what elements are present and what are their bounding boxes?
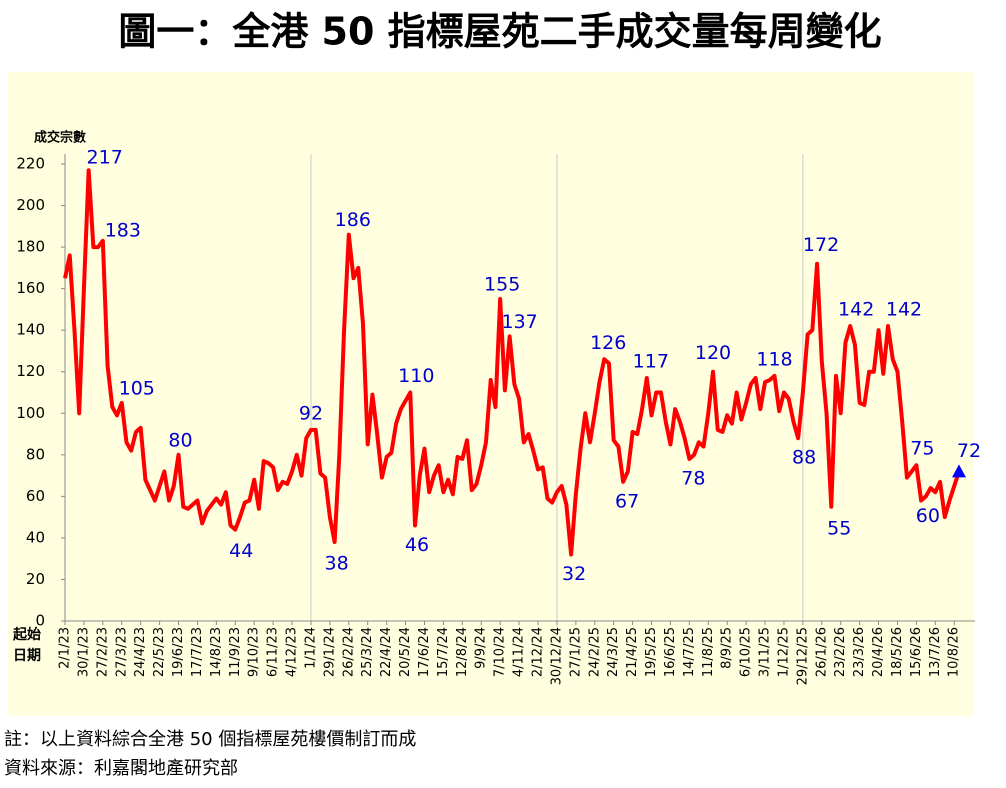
x-tick-label: 30/1/23 — [76, 627, 91, 677]
y-axis-title: 成交宗數 — [34, 130, 86, 146]
y-tick-label: 140 — [16, 321, 45, 339]
x-tick-label: 4/12/23 — [285, 627, 300, 677]
data-label: 38 — [325, 553, 349, 575]
x-tick-label: 4/11/24 — [512, 627, 527, 677]
x-tick-label: 22/4/24 — [379, 627, 394, 677]
x-tick-label: 16/6/25 — [663, 627, 678, 677]
x-tick-label: 3/11/25 — [758, 627, 773, 677]
x-tick-label: 13/7/26 — [928, 627, 943, 677]
x-tick-label: 27/2/23 — [95, 627, 110, 677]
x-tick-label: 11/8/25 — [701, 627, 716, 677]
x-tick-label: 9/10/23 — [247, 627, 262, 677]
x-tick-label: 6/11/23 — [266, 627, 281, 677]
data-label: 217 — [87, 147, 123, 169]
y-tick-label: 200 — [16, 196, 45, 214]
x-tick-label: 20/4/26 — [871, 627, 886, 677]
data-label: 105 — [119, 377, 155, 399]
x-tick-label: 8/9/25 — [720, 627, 735, 669]
y-tick-label: 220 — [16, 155, 45, 173]
x-tick-label: 19/5/25 — [644, 627, 659, 677]
x-tick-label: 24/4/23 — [133, 627, 148, 677]
data-label: 60 — [916, 505, 940, 527]
data-label: 78 — [681, 467, 705, 489]
x-tick-label: 29/12/25 — [795, 627, 810, 685]
data-label: 172 — [803, 234, 839, 256]
footnote: 資料來源：利嘉閣地產研究部 — [4, 758, 238, 779]
y-tick-label: 20 — [26, 570, 45, 588]
data-label: 117 — [633, 350, 669, 372]
x-tick-label: 15/6/26 — [909, 627, 924, 677]
end-marker — [951, 464, 966, 478]
data-label: 186 — [335, 209, 371, 231]
x-tick-label: 30/12/24 — [549, 627, 564, 685]
x-tick-label: 27/1/25 — [568, 627, 583, 677]
y-tick-label: 80 — [26, 445, 45, 463]
data-label: 155 — [484, 274, 520, 296]
y-tick-label: 120 — [16, 362, 45, 380]
data-label: 92 — [299, 402, 323, 424]
data-label: 72 — [957, 440, 981, 462]
y-tick-label: 0 — [35, 612, 45, 630]
x-tick-label: 15/7/24 — [436, 627, 451, 677]
data-label: 88 — [792, 447, 816, 469]
x-tick-label: 14/8/23 — [209, 627, 224, 677]
x-tick-label: 14/7/25 — [682, 627, 697, 677]
x-tick-label: 17/6/24 — [417, 627, 432, 677]
x-tick-label: 18/5/26 — [890, 627, 905, 677]
x-tick-label: 2/1/23 — [58, 627, 73, 669]
x-tick-label: 12/8/24 — [455, 627, 470, 677]
data-label: 142 — [838, 299, 874, 321]
data-label: 118 — [756, 348, 792, 370]
x-tick-label: 9/9/24 — [474, 627, 489, 669]
x-tick-label: 1/1/24 — [303, 627, 318, 669]
x-tick-label: 10/8/26 — [947, 627, 962, 677]
x-tick-label: 2/12/24 — [531, 627, 546, 677]
x-tick-label: 7/10/24 — [493, 627, 508, 677]
x-tick-label: 1/12/25 — [776, 627, 791, 677]
data-label: 32 — [562, 563, 586, 585]
data-label: 44 — [229, 540, 253, 562]
y-tick-label: 40 — [26, 528, 45, 546]
chart-title: 圖一：全港 50 指標屋苑二手成交量每周變化 — [118, 10, 881, 54]
data-label: 75 — [910, 438, 934, 460]
x-tick-label: 27/3/23 — [114, 627, 129, 677]
y-tick-label: 100 — [16, 404, 45, 422]
data-label: 110 — [398, 365, 434, 387]
x-tick-label: 6/10/25 — [739, 627, 754, 677]
x-tick-label: 19/6/23 — [171, 627, 186, 677]
data-label: 80 — [168, 429, 192, 451]
footnote: 註：以上資料綜合全港 50 個指標屋苑樓價制訂而成 — [4, 729, 416, 750]
x-tick-label: 26/2/24 — [341, 627, 356, 677]
data-label: 183 — [105, 219, 141, 241]
y-tick-label: 160 — [16, 279, 45, 297]
x-tick-label: 25/3/24 — [360, 627, 375, 677]
y-tick-label: 60 — [26, 487, 45, 505]
x-tick-label: 24/2/25 — [587, 627, 602, 677]
x-tick-label: 26/1/26 — [814, 627, 829, 677]
x-tick-label: 20/5/24 — [398, 627, 413, 677]
x-tick-label: 23/2/26 — [833, 627, 848, 677]
y-tick-label: 180 — [16, 238, 45, 256]
data-label: 137 — [501, 311, 537, 333]
x-axis-title: 日期 — [13, 648, 41, 664]
data-label: 120 — [695, 342, 731, 364]
x-tick-label: 21/4/25 — [625, 627, 640, 677]
x-tick-label: 22/5/23 — [152, 627, 167, 677]
x-axis-title: 起始 — [12, 626, 41, 643]
x-tick-label: 17/7/23 — [190, 627, 205, 677]
x-tick-label: 24/3/25 — [606, 627, 621, 677]
x-tick-label: 29/1/24 — [322, 627, 337, 677]
data-label: 55 — [827, 517, 851, 539]
data-label: 126 — [590, 332, 626, 354]
x-tick-label: 11/9/23 — [228, 627, 243, 677]
data-line — [63, 168, 961, 557]
x-tick-label: 23/3/26 — [852, 627, 867, 677]
data-label: 46 — [405, 534, 429, 556]
data-label: 67 — [615, 490, 639, 512]
data-label: 142 — [886, 299, 922, 321]
